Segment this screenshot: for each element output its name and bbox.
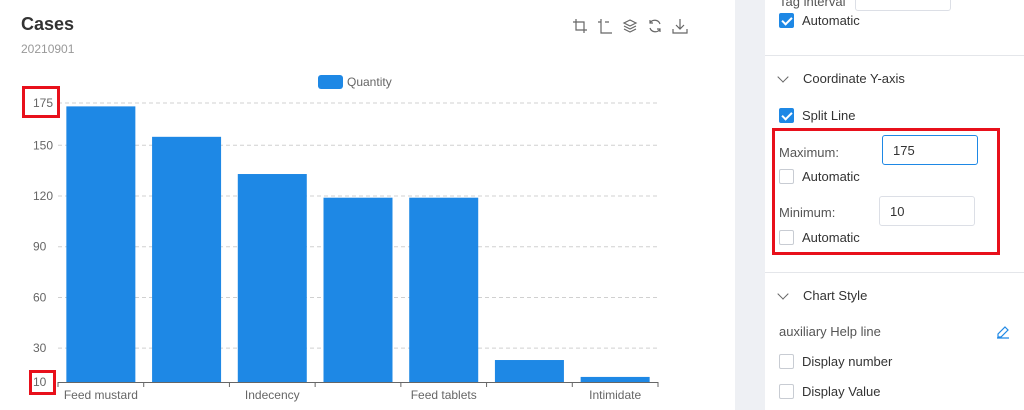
tag-interval-input[interactable]	[855, 0, 952, 11]
tag-interval-label: Tag interval	[779, 0, 846, 9]
divider	[765, 272, 1024, 273]
split-line-label: Split Line	[802, 108, 856, 123]
y-tick-label: 10	[33, 375, 47, 389]
minimum-auto-label: Automatic	[802, 230, 860, 245]
maximum-auto-checkbox[interactable]	[779, 169, 794, 184]
refresh-icon[interactable]	[647, 18, 663, 34]
y-tick-label: 175	[33, 96, 53, 110]
aux-help-line-row: auxiliary Help line	[779, 324, 881, 339]
pencil-icon[interactable]	[996, 325, 1010, 339]
chart-subtitle: 20210901	[21, 42, 75, 56]
display-number-row[interactable]: Display number	[779, 354, 892, 369]
tag-interval-auto-checkbox[interactable]	[779, 13, 794, 28]
legend-swatch	[318, 75, 343, 89]
layers-icon[interactable]	[622, 18, 638, 34]
tag-interval-auto-checkbox-row[interactable]: Automatic	[779, 13, 860, 28]
y-tick-label: 150	[33, 138, 53, 152]
chart-style-section-header[interactable]: Chart Style	[777, 287, 868, 303]
display-number-checkbox[interactable]	[779, 354, 794, 369]
display-number-label: Display number	[802, 354, 893, 369]
minimum-auto-row[interactable]: Automatic	[779, 230, 860, 245]
bar	[237, 174, 307, 382]
tag-interval-auto-label: Automatic	[802, 13, 860, 28]
bar	[66, 106, 136, 382]
crop-alt-icon[interactable]	[597, 18, 613, 34]
bar	[494, 360, 564, 382]
highlight-y-min-label	[29, 370, 56, 395]
bar	[323, 197, 393, 382]
bar	[580, 376, 650, 382]
divider	[765, 55, 1024, 56]
split-line-row[interactable]: Split Line	[779, 108, 855, 123]
chart-style-section-title: Chart Style	[803, 288, 868, 303]
legend-label: Quantity	[347, 75, 392, 89]
minimum-auto-checkbox[interactable]	[779, 230, 794, 245]
crop-icon[interactable]	[572, 18, 588, 34]
x-tick-label: Feed tablets	[411, 388, 477, 402]
chart-panel: Cases 20210901 10 30 60 90 120 150 175 Feed mus…	[21, 14, 688, 402]
maximum-input[interactable]: 175	[882, 135, 978, 165]
maximum-label: Maximum:	[779, 145, 839, 160]
y-axis-section-title: Coordinate Y-axis	[803, 71, 905, 86]
y-axis-section-header[interactable]: Coordinate Y-axis	[777, 70, 905, 86]
display-value-label: Display Value	[802, 384, 881, 399]
maximum-auto-row[interactable]: Automatic	[779, 169, 860, 184]
highlight-min-max-settings	[772, 128, 1000, 255]
settings-panel: Tag interval Automatic Coordinate Y-axis…	[735, 0, 1024, 410]
x-tick-label: Indecency	[245, 388, 300, 402]
display-value-row[interactable]: Display Value	[779, 384, 881, 399]
x-tick-label: Feed mustard	[64, 388, 138, 402]
chart-toolbar	[572, 18, 688, 34]
highlight-y-max-label	[22, 86, 60, 118]
minimum-label: Minimum:	[779, 205, 836, 220]
chevron-down-icon	[777, 70, 789, 83]
tag-interval-row: Tag interval	[779, 0, 952, 11]
aux-help-line-label: auxiliary Help line	[779, 324, 881, 339]
download-icon[interactable]	[672, 18, 688, 34]
minimum-input[interactable]: 10	[879, 196, 975, 226]
chart-title: Cases	[21, 14, 75, 34]
display-value-checkbox[interactable]	[779, 384, 794, 399]
x-tick-label: Intimidate	[589, 388, 641, 402]
maximum-auto-label: Automatic	[802, 169, 860, 184]
bar-chart: 10 30 60 90 120 150 175 Feed mustard Indecency Fe…	[33, 75, 659, 402]
bar	[152, 136, 222, 382]
y-tick-label: 90	[33, 240, 47, 254]
split-line-checkbox[interactable]	[779, 108, 794, 123]
y-tick-label: 30	[33, 341, 47, 355]
y-tick-label: 120	[33, 189, 53, 203]
chevron-down-icon	[777, 287, 789, 300]
y-tick-label: 60	[33, 290, 47, 304]
settings-card: Tag interval Automatic Coordinate Y-axis…	[765, 0, 1024, 410]
bar	[409, 197, 479, 382]
